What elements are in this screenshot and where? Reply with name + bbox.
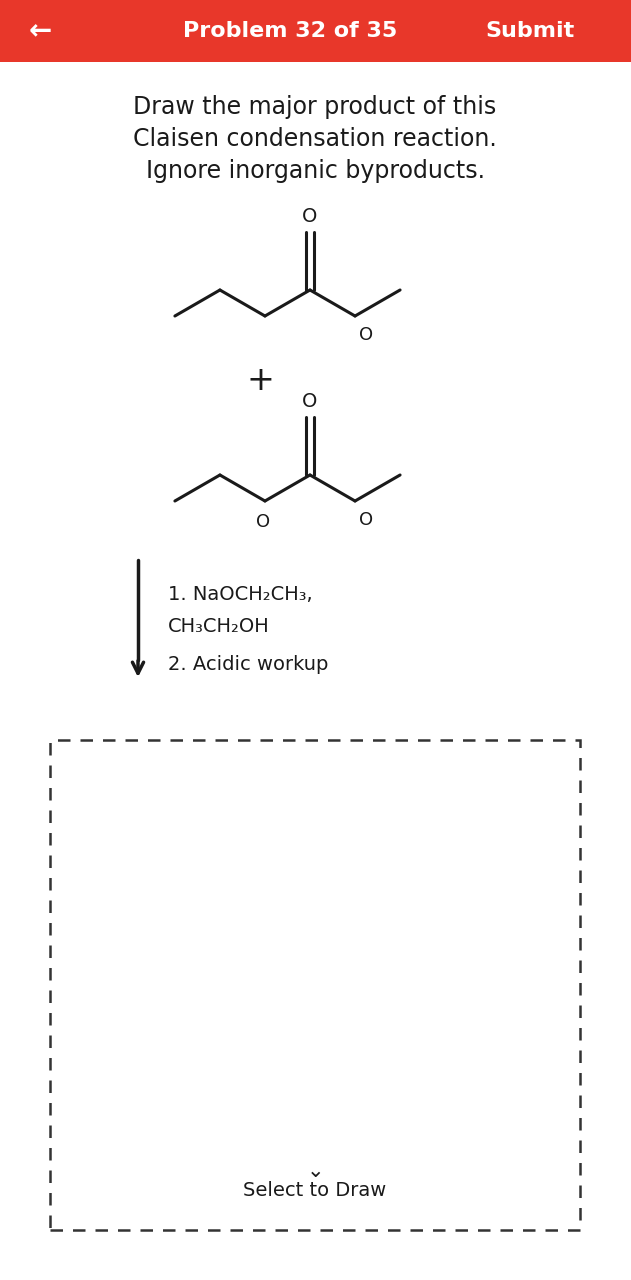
Text: Select to Draw: Select to Draw	[244, 1180, 387, 1199]
Text: ⌄: ⌄	[306, 1161, 324, 1181]
Text: O: O	[359, 511, 373, 529]
Text: 2. Acidic workup: 2. Acidic workup	[168, 655, 328, 675]
Text: Problem 32 of 35: Problem 32 of 35	[183, 20, 397, 41]
Text: Claisen condensation reaction.: Claisen condensation reaction.	[133, 127, 497, 151]
Text: O: O	[256, 513, 270, 531]
Text: Submit: Submit	[485, 20, 575, 41]
Text: O: O	[359, 326, 373, 344]
Text: Ignore inorganic byproducts.: Ignore inorganic byproducts.	[146, 159, 485, 183]
Text: ←: ←	[28, 17, 52, 45]
Text: 1. NaOCH₂CH₃,: 1. NaOCH₂CH₃,	[168, 585, 312, 604]
Text: +: +	[246, 364, 274, 397]
Text: Draw the major product of this: Draw the major product of this	[133, 95, 497, 119]
Bar	[50, 740, 580, 1230]
Bar	[0, 0, 631, 61]
Text: CH₃CH₂OH: CH₃CH₂OH	[168, 617, 269, 636]
Text: O: O	[302, 207, 317, 227]
Text: O: O	[302, 392, 317, 411]
